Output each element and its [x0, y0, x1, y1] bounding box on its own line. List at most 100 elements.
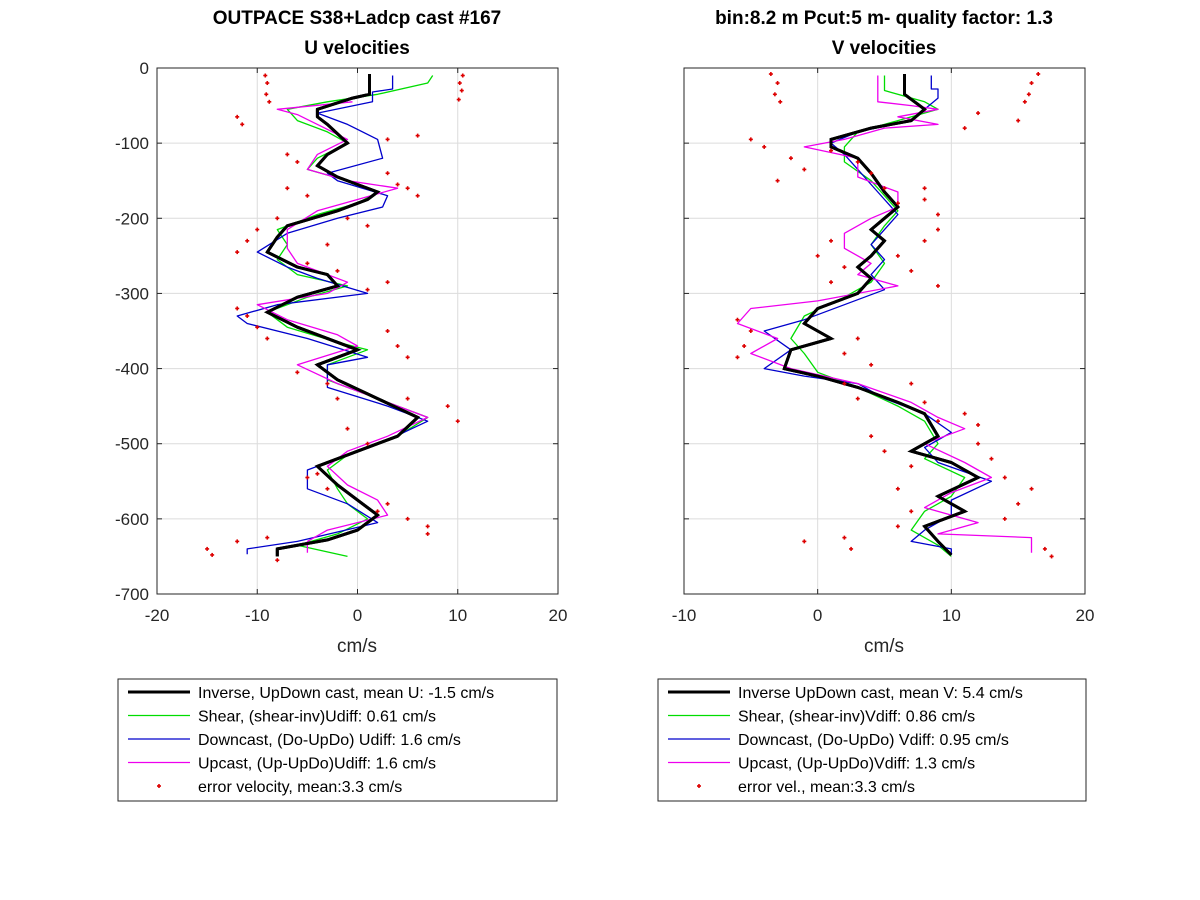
v-plot-area: [684, 68, 1085, 594]
v-error-point: [802, 167, 807, 172]
u-x-tick-label: -20: [145, 606, 170, 625]
v-legend-marker: [697, 784, 701, 788]
u-error-point: [395, 182, 400, 187]
v-error-point: [962, 411, 967, 416]
u-error-point: [457, 81, 462, 86]
u-legend-label-3: Upcast, (Up-UpDo)Udiff: 1.6 cm/s: [198, 756, 436, 773]
v-error-point: [742, 344, 747, 349]
u-x-tick-label: 20: [549, 606, 568, 625]
u-error-point: [385, 501, 390, 506]
v-title-line-2: V velocities: [832, 38, 937, 59]
u-y-tick-label: -300: [115, 284, 149, 303]
v-error-point: [882, 186, 887, 191]
u-legend-label-1: Shear, (shear-inv)Udiff: 0.61 cm/s: [198, 709, 436, 726]
v-x-tick-label: 20: [1076, 606, 1095, 625]
v-error-point: [1042, 546, 1047, 551]
v-error-point: [855, 336, 860, 341]
v-error-point: [895, 201, 900, 206]
u-error-point: [295, 370, 300, 375]
u-error-point: [305, 475, 310, 480]
v-error-point: [869, 434, 874, 439]
v-error-point: [829, 148, 834, 153]
v-x-tick-label: -10: [672, 606, 697, 625]
v-error-point: [962, 126, 967, 131]
u-error-point: [345, 216, 350, 221]
u-error-point: [459, 88, 464, 93]
u-error-point: [335, 268, 340, 273]
u-error-point: [255, 325, 260, 330]
v-error-point: [869, 171, 874, 176]
v-error-point: [748, 137, 753, 142]
u-x-tick-label: 10: [448, 606, 467, 625]
v-error-point: [829, 238, 834, 243]
u-error-point: [385, 171, 390, 176]
v-legend-label-3: Upcast, (Up-UpDo)Vdiff: 1.3 cm/s: [738, 756, 975, 773]
v-velocity-axes: -10 0 10 20 bin:8.2 m Pcut:5 m- quality fac…: [657, 8, 1095, 802]
u-error-point: [245, 238, 250, 243]
u-error-point: [235, 306, 240, 311]
u-error-point: [385, 329, 390, 333]
v-error-point: [976, 111, 981, 116]
u-error-scatter-group: [205, 73, 465, 563]
v-error-point: [922, 197, 927, 202]
u-error-point: [275, 216, 280, 221]
v-legend-label-4: error vel., mean:3.3 cm/s: [738, 779, 915, 796]
u-error-point: [235, 250, 240, 255]
u-y-tick-label: 0: [140, 59, 149, 78]
u-inverse-line-overlay: [263, 74, 421, 557]
v-x-axis-label: cm/s: [864, 636, 904, 657]
v-error-point: [855, 159, 860, 164]
v-error-point: [909, 509, 914, 514]
v-error-point: [909, 381, 914, 386]
v-error-point: [768, 72, 773, 77]
v-error-point: [922, 238, 927, 243]
u-error-point: [240, 122, 245, 127]
v-error-point: [882, 449, 887, 454]
u-error-point: [285, 152, 290, 157]
v-error-point: [922, 400, 927, 405]
u-error-point: [315, 471, 320, 476]
u-error-point: [265, 81, 270, 86]
v-error-point: [1016, 501, 1021, 506]
v-error-point: [788, 156, 793, 161]
v-error-point: [909, 464, 914, 469]
v-inverse-line-overlay: [782, 74, 982, 556]
v-error-point: [1022, 99, 1027, 104]
v-error-point: [895, 486, 900, 491]
u-x-tick-label: -10: [245, 606, 270, 625]
v-error-point: [1049, 554, 1054, 559]
v-error-point: [849, 546, 854, 551]
v-y-ticks: [684, 67, 1085, 595]
u-error-point: [456, 97, 461, 102]
u-error-point: [265, 535, 270, 540]
u-y-tick-label: -500: [115, 435, 149, 454]
u-y-tick-label: -100: [115, 134, 149, 153]
v-legend-label-0: Inverse UpDown cast, mean V: 5.4 cm/s: [738, 685, 1023, 702]
u-series-2-line: [236, 75, 429, 555]
v-x-ticks: -10 0 10 20: [672, 68, 1095, 625]
u-error-point: [325, 486, 330, 491]
v-error-point: [855, 396, 860, 401]
u-legend-box: [117, 678, 558, 802]
v-error-point: [778, 99, 783, 104]
v-error-point: [815, 253, 820, 258]
u-series-group: [236, 74, 434, 558]
v-x-tick-label: 0: [813, 606, 822, 625]
v-error-point: [842, 265, 847, 270]
v-error-point: [935, 212, 940, 217]
v-error-point: [1002, 475, 1007, 480]
u-error-point: [245, 313, 250, 318]
u-error-point: [365, 223, 370, 228]
v-error-point: [989, 456, 994, 461]
u-title-line-2: U velocities: [304, 38, 410, 59]
v-error-point: [976, 441, 981, 446]
u-error-point: [275, 558, 280, 563]
v-x-tick-label: 10: [942, 606, 961, 625]
u-error-point: [335, 396, 340, 401]
v-error-point: [935, 283, 940, 288]
u-error-point: [264, 92, 269, 97]
u-y-tick-label: -400: [115, 360, 149, 379]
u-error-point: [460, 73, 465, 78]
u-y-tick-label: -600: [115, 510, 149, 529]
v-legend-label-1: Shear, (shear-inv)Vdiff: 0.86 cm/s: [738, 709, 975, 726]
